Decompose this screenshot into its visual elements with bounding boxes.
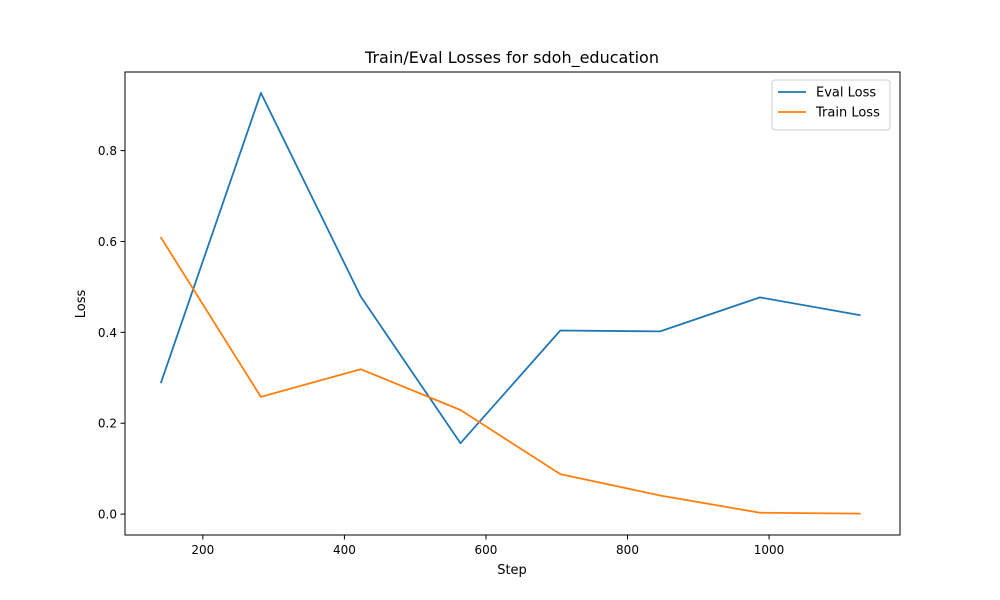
legend-label: Eval Loss xyxy=(816,86,876,101)
legend-label: Train Loss xyxy=(815,106,880,121)
y-axis-label: Loss xyxy=(74,290,89,319)
ticks-layer: 200 400 600 800 1000 0.0 0.2 0.4 0.6 0.8 xyxy=(98,144,784,557)
x-tick-label: 1000 xyxy=(754,543,785,557)
x-axis-label: Step xyxy=(497,563,527,578)
x-tick-label: 400 xyxy=(333,543,356,557)
y-tick-label: 0.6 xyxy=(98,235,117,249)
chart-title: Train/Eval Losses for sdoh_education xyxy=(364,48,659,68)
x-tick-label: 800 xyxy=(616,543,639,557)
y-tick-label: 0.2 xyxy=(98,417,117,431)
series-line-eval-loss xyxy=(159,92,861,445)
x-tick-label: 200 xyxy=(191,543,214,557)
y-tick-label: 0.8 xyxy=(98,144,117,158)
y-tick-label: 0.4 xyxy=(98,326,117,340)
plot-layer xyxy=(124,71,901,536)
series-line-train-loss xyxy=(159,236,861,515)
x-tick-label: 600 xyxy=(475,543,498,557)
series-layer xyxy=(159,92,861,515)
y-tick-label: 0.0 xyxy=(98,508,117,522)
legend: Eval Loss Train Loss xyxy=(771,79,891,131)
plot-area-frame xyxy=(124,71,901,536)
